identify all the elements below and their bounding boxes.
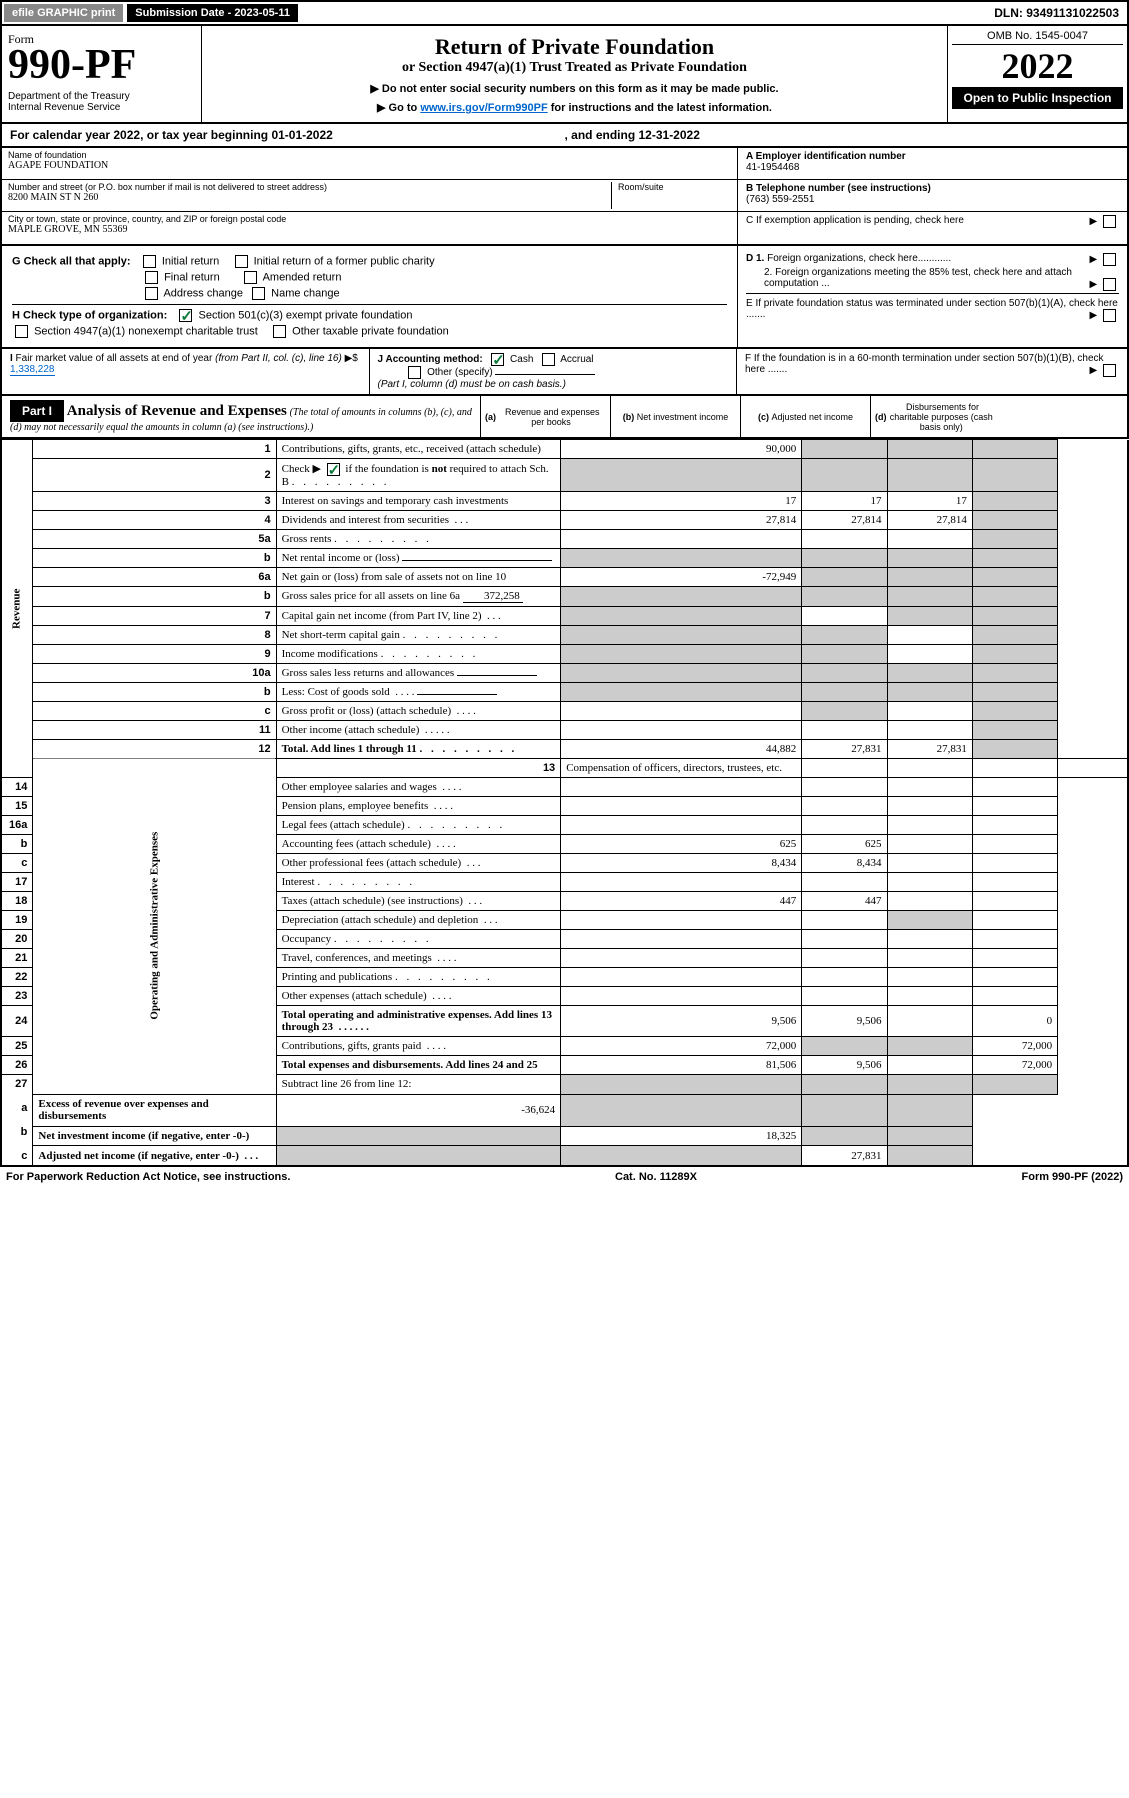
name-change-cb[interactable] [252,287,265,300]
open-public: Open to Public Inspection [952,87,1123,109]
subtitle: or Section 4947(a)(1) Trust Treated as P… [210,60,939,76]
initial-return-cb[interactable] [143,255,156,268]
ein-label: A Employer identification number [746,151,906,162]
tax-year-line: For calendar year 2022, or tax year begi… [0,124,1129,148]
omb: OMB No. 1545-0047 [952,30,1123,45]
h-label: H Check type of organization: [12,309,167,321]
d2: 2. Foreign organizations meeting the 85%… [746,267,1119,289]
table-row: 3Interest on savings and temporary cash … [1,491,1128,510]
col-c: (c) Adjusted net income [740,396,870,437]
c-checkbox[interactable] [1103,215,1116,228]
expenses-label: Operating and Administrative Expenses [33,758,276,1094]
col-d: (d) Disbursements for charitable purpose… [870,396,1000,437]
other-taxable-cb[interactable] [273,325,286,338]
table-row: bGross sales price for all assets on lin… [1,586,1128,606]
title: Return of Private Foundation [210,34,939,60]
table-row: bNet rental income or (loss) [1,548,1128,567]
ein: 41-1954468 [746,162,799,173]
address: 8200 MAIN ST N 260 [8,192,611,203]
city: MAPLE GROVE, MN 55369 [8,224,731,235]
table-row: 12Total. Add lines 1 through 11 44,88227… [1,739,1128,758]
e-cb[interactable] [1103,309,1116,322]
table-row: 2Check ▶ if the foundation is not requir… [1,459,1128,492]
form-number: 990-PF [8,47,195,85]
paperwork-notice: For Paperwork Reduction Act Notice, see … [6,1171,290,1183]
addr-label: Number and street (or P.O. box number if… [8,182,611,192]
fmv-value[interactable]: 1,338,228 [10,364,55,376]
4947-cb[interactable] [15,325,28,338]
addr-change-cb[interactable] [145,287,158,300]
table-row: Operating and Administrative Expenses 13… [1,758,1128,777]
cat-no: Cat. No. 11289X [615,1171,697,1183]
name-label: Name of foundation [8,150,731,160]
d2-cb[interactable] [1103,278,1116,291]
irs-link[interactable]: www.irs.gov/Form990PF [420,102,547,114]
other-method-cb[interactable] [408,366,421,379]
table-row: 7Capital gain net income (from Part IV, … [1,606,1128,625]
dept: Department of the TreasuryInternal Reven… [8,91,195,113]
f: F If the foundation is in a 60-month ter… [737,349,1127,394]
col-a: (a) Revenue and expenses per books [480,396,610,437]
table-row: 10aGross sales less returns and allowanc… [1,663,1128,682]
table-row: cGross profit or (loss) (attach schedule… [1,701,1128,720]
table-row: Net investment income (if negative, ente… [1,1126,1128,1146]
f-cb[interactable] [1103,364,1116,377]
table-row: Excess of revenue over expenses and disb… [1,1094,1128,1126]
e: E If private foundation status was termi… [746,293,1119,320]
c-label: C If exemption application is pending, c… [746,215,964,226]
top-bar: efile GRAPHIC print Submission Date - 20… [0,0,1129,26]
j-label: J Accounting method: [378,354,483,365]
revenue-label: Revenue [1,440,33,778]
instr1: ▶ Do not enter social security numbers o… [210,82,939,95]
initial-former-cb[interactable] [235,255,248,268]
table-row: Adjusted net income (if negative, enter … [1,1146,1128,1166]
table-row: 9Income modifications [1,644,1128,663]
submission-pill: Submission Date - 2023-05-11 [127,4,298,22]
instr2: ▶ Go to www.irs.gov/Form990PF for instru… [210,101,939,114]
cash-note: (Part I, column (d) must be on cash basi… [378,379,566,390]
check-section: G Check all that apply: Initial return I… [0,246,1129,349]
table-row: Revenue 1Contributions, gifts, grants, e… [1,440,1128,459]
final-return-cb[interactable] [145,271,158,284]
part1-table: Revenue 1Contributions, gifts, grants, e… [0,439,1129,1167]
col-b: (b) Net investment income [610,396,740,437]
table-row: 8Net short-term capital gain [1,625,1128,644]
schb-cb[interactable] [327,463,340,476]
table-row: 11Other income (attach schedule) . . . .… [1,720,1128,739]
table-row: 6aNet gain or (loss) from sale of assets… [1,567,1128,586]
accrual-cb[interactable] [542,353,555,366]
i-label: I [10,353,13,364]
part1-label: Part I [10,400,64,422]
form-header: Form 990-PF Department of the TreasuryIn… [0,26,1129,124]
form-ref: Form 990-PF (2022) [1022,1171,1123,1183]
tax-year: 2022 [952,45,1123,87]
501c3-cb[interactable] [179,309,192,322]
d1: Foreign organizations, check here.......… [767,253,951,264]
phone: (763) 559-2551 [746,194,814,205]
fmv-row: I Fair market value of all assets at end… [0,349,1129,396]
city-label: City or town, state or province, country… [8,214,731,224]
dln: DLN: 93491131022503 [994,6,1125,20]
table-row: 5aGross rents [1,529,1128,548]
cash-cb[interactable] [491,353,504,366]
table-row: bLess: Cost of goods sold . . . . [1,682,1128,701]
part1-header: Part I Analysis of Revenue and Expenses … [0,396,1129,439]
room-label: Room/suite [611,182,731,209]
g-label: G Check all that apply: [12,255,131,267]
d1-cb[interactable] [1103,253,1116,266]
foundation-name: AGAPE FOUNDATION [8,160,731,171]
footer: For Paperwork Reduction Act Notice, see … [0,1167,1129,1187]
phone-label: B Telephone number (see instructions) [746,183,931,194]
table-row: 4Dividends and interest from securities … [1,510,1128,529]
efile-pill[interactable]: efile GRAPHIC print [4,4,123,22]
entity-block: Name of foundation AGAPE FOUNDATION Numb… [0,148,1129,246]
amended-cb[interactable] [244,271,257,284]
